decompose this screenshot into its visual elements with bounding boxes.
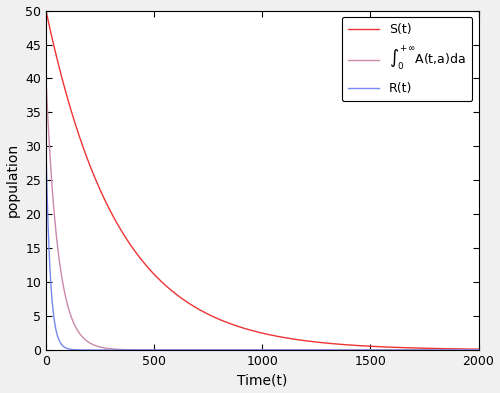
$\int_0^{+\infty}$A(t,a)da [128, 347, 134, 352]
R(t) [45, 218, 51, 222]
S(t) [61, 83, 67, 88]
S(t) [452, 347, 458, 351]
R(t) [61, 344, 67, 349]
$\int_0^{+\infty}$A(t,a)da [43, 76, 49, 81]
S(t) [128, 243, 134, 248]
Y-axis label: population: population [6, 143, 20, 217]
R(t) [128, 348, 134, 353]
S(t) [476, 347, 482, 352]
$\int_0^{+\infty}$A(t,a)da [476, 348, 482, 353]
Legend: S(t), $\int_0^{+\infty}$A(t,a)da, R(t): S(t), $\int_0^{+\infty}$A(t,a)da, R(t) [342, 17, 472, 101]
R(t) [69, 347, 75, 352]
R(t) [452, 348, 458, 353]
Line: $\int_0^{+\infty}$A(t,a)da: $\int_0^{+\infty}$A(t,a)da [46, 79, 478, 350]
$\int_0^{+\infty}$A(t,a)da [69, 316, 75, 321]
R(t) [43, 144, 49, 149]
S(t) [45, 17, 51, 22]
Line: R(t): R(t) [46, 146, 478, 350]
$\int_0^{+\infty}$A(t,a)da [452, 348, 458, 353]
S(t) [43, 8, 49, 13]
$\int_0^{+\infty}$A(t,a)da [61, 286, 67, 291]
X-axis label: Time(t): Time(t) [237, 373, 288, 387]
S(t) [69, 110, 75, 115]
Line: S(t): S(t) [46, 11, 478, 349]
R(t) [476, 348, 482, 353]
R(t) [254, 348, 260, 353]
$\int_0^{+\infty}$A(t,a)da [254, 348, 260, 353]
S(t) [254, 330, 260, 334]
$\int_0^{+\infty}$A(t,a)da [45, 117, 51, 121]
